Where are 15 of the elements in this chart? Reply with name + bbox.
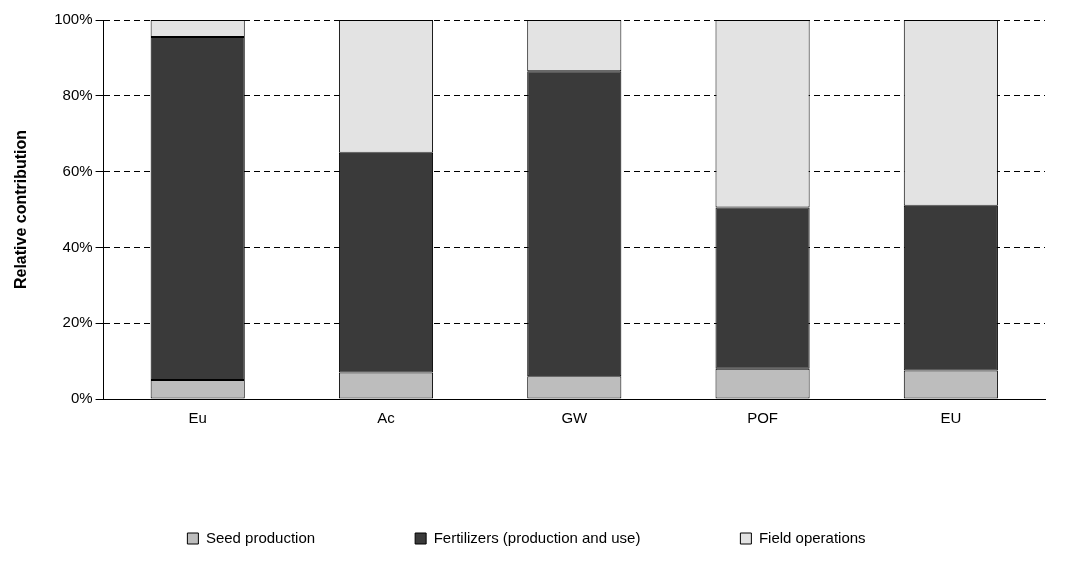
y-tick-label: 60%: [62, 161, 93, 179]
y-tick-label: 40%: [62, 237, 93, 255]
x-tick-label: EU: [940, 409, 962, 427]
y-axis-title: Relative contribution: [12, 129, 30, 290]
x-tick-label: POF: [747, 409, 778, 427]
x-tick-label: GW: [561, 409, 589, 427]
legend-label: Field operations: [758, 528, 866, 546]
y-tick-label: 20%: [62, 313, 93, 331]
y-tick-label: 0%: [70, 389, 93, 407]
y-tick-label: 80%: [62, 85, 93, 103]
x-tick-label: Eu: [188, 409, 207, 427]
legend-label: Fertilizers (production and use): [433, 528, 641, 546]
x-tick-label: Ac: [377, 409, 396, 427]
y-tick-label: 100%: [54, 10, 93, 28]
legend-label: Seed production: [205, 528, 316, 546]
